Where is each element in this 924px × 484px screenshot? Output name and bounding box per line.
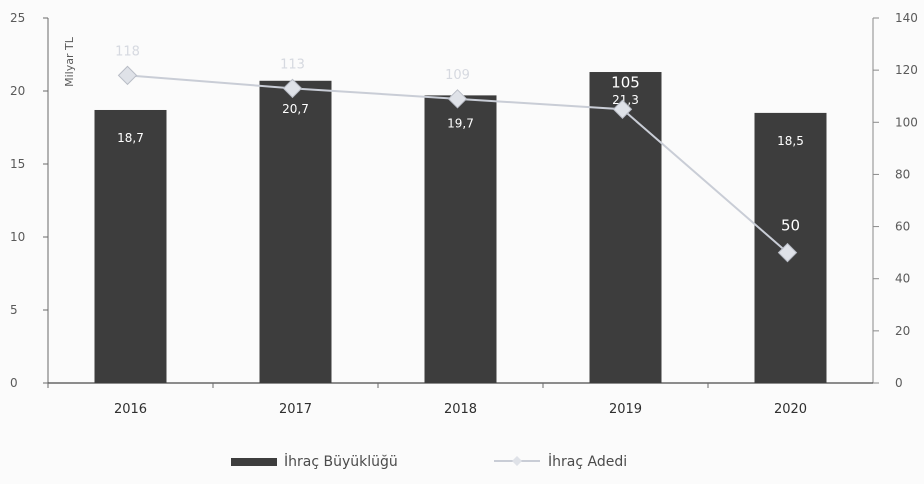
y-tick-label: 10 xyxy=(10,230,25,244)
y2-tick-label: 100 xyxy=(895,115,918,129)
line-point-marker xyxy=(447,89,468,109)
y2-tick-label: 60 xyxy=(895,220,910,234)
y2-tick-label: 40 xyxy=(895,272,910,286)
line-value-label: 50 xyxy=(781,217,800,235)
line-point-marker xyxy=(282,78,303,99)
y-tick-label: 5 xyxy=(10,303,18,317)
legend-label-line: İhraç Adedi xyxy=(548,452,627,470)
x-tick-label: 2019 xyxy=(609,402,642,417)
x-tick-label: 2016 xyxy=(114,402,147,417)
line-value-label: 105 xyxy=(611,73,640,91)
bar xyxy=(94,109,167,383)
bar xyxy=(424,95,497,383)
bar xyxy=(589,72,662,384)
line-value-label: 118 xyxy=(115,44,140,59)
bar-value-label: 20,7 xyxy=(282,102,309,116)
y-axis-title: Milyar TL xyxy=(63,36,76,87)
y2-tick-label: 80 xyxy=(895,167,910,181)
y-tick-label: 0 xyxy=(10,376,18,390)
y2-tick-label: 20 xyxy=(895,324,910,338)
line-point-marker xyxy=(777,242,798,263)
line-value-label: 113 xyxy=(280,57,305,72)
y2-tick-label: 120 xyxy=(895,63,918,77)
x-tick-label: 2018 xyxy=(444,402,477,417)
y-tick-label: 20 xyxy=(10,84,25,98)
y2-tick-label: 0 xyxy=(895,376,903,390)
legend-label-bar: İhraç Büyüklüğü xyxy=(284,452,398,470)
bar xyxy=(259,80,332,383)
y2-tick-label: 140 xyxy=(895,11,918,25)
bar-value-label: 19,7 xyxy=(447,116,474,130)
line-point-marker xyxy=(117,65,138,86)
bar-value-label: 18,7 xyxy=(117,131,144,145)
y-tick-label: 15 xyxy=(10,157,25,171)
y-tick-label: 25 xyxy=(10,11,25,25)
x-tick-label: 2020 xyxy=(774,402,807,417)
x-tick-label: 2017 xyxy=(279,402,312,417)
bar-value-label: 18,5 xyxy=(777,134,804,148)
legend-marker-line xyxy=(512,456,522,466)
legend-swatch-bar xyxy=(231,458,277,466)
line-value-label: 109 xyxy=(445,68,470,83)
line-point-marker xyxy=(612,99,633,119)
